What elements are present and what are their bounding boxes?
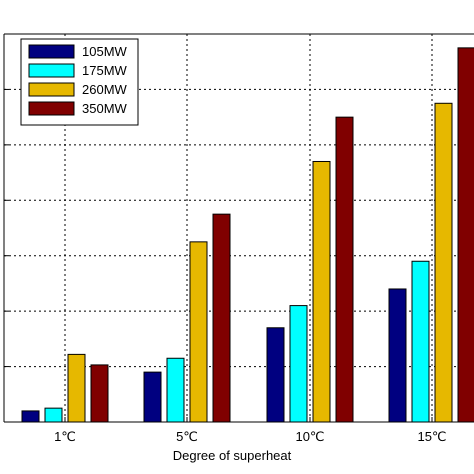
axis-ticks [4,88,433,422]
bar-260mw-3 [312,160,331,423]
bar-105mw-1 [21,410,40,423]
bar-350mw-2 [212,213,231,423]
bar-series [21,47,474,423]
legend-swatch-105mw [28,44,75,59]
bar-350mw-1 [90,364,109,423]
x-tick-label: 10℃ [295,429,324,444]
bar-105mw-3 [266,327,285,423]
bar-260mw-1 [67,353,86,423]
x-tick-labels: 1℃ 5℃ 10℃ 15℃ [54,429,446,444]
bar-175mw-4 [411,260,430,423]
legend-swatch-350mw [28,101,75,116]
legend-label-105mw: 105MW [82,44,128,59]
bar-260mw-4 [434,102,453,423]
legend-swatch-175mw [28,63,75,78]
bar-350mw-4 [457,47,474,423]
legend-label-260mw: 260MW [82,82,128,97]
bar-175mw-2 [166,357,185,423]
legend-label-175mw: 175MW [82,63,128,78]
legend-label-350mw: 350MW [82,101,128,116]
bar-105mw-4 [388,288,407,423]
bar-175mw-3 [289,305,308,423]
bar-105mw-2 [143,371,162,423]
x-axis-label: Degree of superheat [173,448,292,463]
bar-260mw-2 [189,241,208,423]
legend-swatch-260mw [28,82,75,97]
x-tick-label: 15℃ [417,429,446,444]
x-tick-label: 1℃ [54,429,76,444]
legend: 105MW 175MW 260MW 350MW [20,38,139,126]
bar-350mw-3 [335,116,354,423]
bar-175mw-1 [44,407,63,423]
x-tick-label: 5℃ [176,429,198,444]
